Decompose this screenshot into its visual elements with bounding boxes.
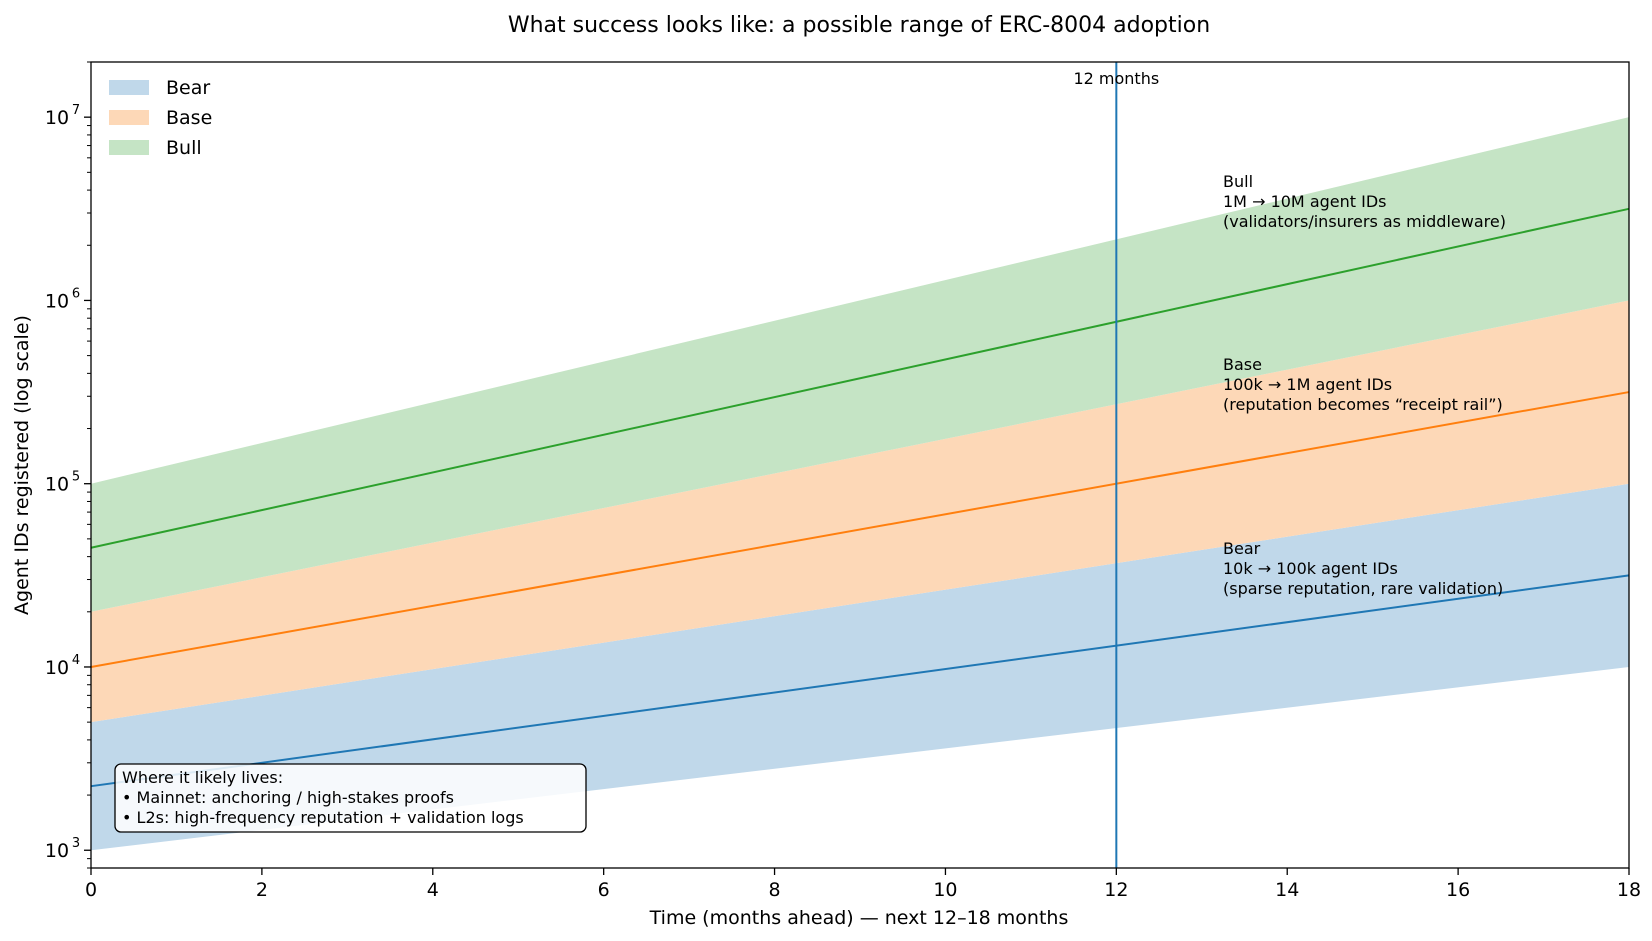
- x-tick-label: 6: [598, 879, 610, 901]
- note-box: Where it likely lives: • Mainnet: anchor…: [114, 763, 587, 833]
- legend-label-bull: Bull: [166, 137, 202, 159]
- x-tick-label: 12: [1104, 879, 1128, 901]
- x-tick-label: 8: [769, 879, 781, 901]
- note-line: • L2s: high-frequency reputation + valid…: [122, 808, 524, 827]
- x-tick-label: 14: [1275, 879, 1299, 901]
- y-tick-label-exponent: 3: [72, 836, 80, 851]
- vline-label: 12 months: [1073, 69, 1159, 88]
- annotation-line: (validators/insurers as middleware): [1223, 212, 1506, 231]
- annotation-line: (reputation becomes “receipt rail”): [1223, 395, 1503, 414]
- y-tick-label: 10: [45, 657, 69, 679]
- series-lines-layer: [90, 207, 1630, 788]
- annotation-line: Base: [1223, 355, 1262, 374]
- band-bear: [91, 483, 1629, 851]
- y-tick-label: 10: [45, 107, 69, 129]
- x-tick-label: 0: [85, 879, 97, 901]
- x-tick-label: 2: [256, 879, 268, 901]
- x-axis-label: Time (months ahead) — next 12–18 months: [649, 907, 1069, 929]
- y-tick-label-exponent: 7: [72, 103, 80, 118]
- plot-frame: [90, 61, 1630, 869]
- legend-swatch-bear: [109, 80, 149, 95]
- legend: Bear Base Bull: [109, 77, 212, 159]
- line-bear: [90, 574, 1630, 788]
- line-bull: [90, 207, 1630, 549]
- annotation-line: 100k → 1M agent IDs: [1223, 375, 1392, 394]
- note-box-frame: [114, 763, 587, 833]
- y-tick-label: 10: [45, 840, 69, 862]
- legend-swatch-bull: [109, 140, 149, 155]
- legend-label-base: Base: [166, 107, 212, 129]
- annotation-line: 1M → 10M agent IDs: [1223, 192, 1387, 211]
- annotation-line: Bear: [1223, 539, 1261, 558]
- vline-layer: 12 months: [1073, 62, 1159, 868]
- x-axis-ticks: 0 2 4 6 8 10 12 14 16 18: [85, 868, 1641, 901]
- legend-label-bear: Bear: [166, 77, 210, 99]
- band-bull: [91, 117, 1629, 612]
- y-tick-label: 10: [45, 290, 69, 312]
- bands-layer: [91, 117, 1629, 851]
- chart-title: What success looks like: a possible rang…: [508, 13, 1210, 38]
- x-tick-label: 16: [1446, 879, 1470, 901]
- note-line: • Mainnet: anchoring / high-stakes proof…: [122, 788, 454, 807]
- x-tick-label: 18: [1617, 879, 1641, 901]
- annotation-line: 10k → 100k agent IDs: [1223, 559, 1398, 578]
- y-tick-label-exponent: 5: [72, 470, 80, 485]
- annotation-line: (sparse reputation, rare validation): [1223, 579, 1503, 598]
- note-line: Where it likely lives:: [122, 768, 283, 787]
- legend-swatch-base: [109, 110, 149, 125]
- band-base: [91, 300, 1629, 723]
- y-tick-label-exponent: 4: [72, 653, 80, 668]
- y-tick-label: 10: [45, 474, 69, 496]
- y-axis-label: Agent IDs registered (log scale): [11, 315, 33, 615]
- y-tick-label-exponent: 6: [72, 286, 80, 301]
- line-base: [90, 391, 1630, 668]
- x-tick-label: 10: [933, 879, 957, 901]
- x-tick-label: 4: [427, 879, 439, 901]
- annotation-line: Bull: [1223, 172, 1253, 191]
